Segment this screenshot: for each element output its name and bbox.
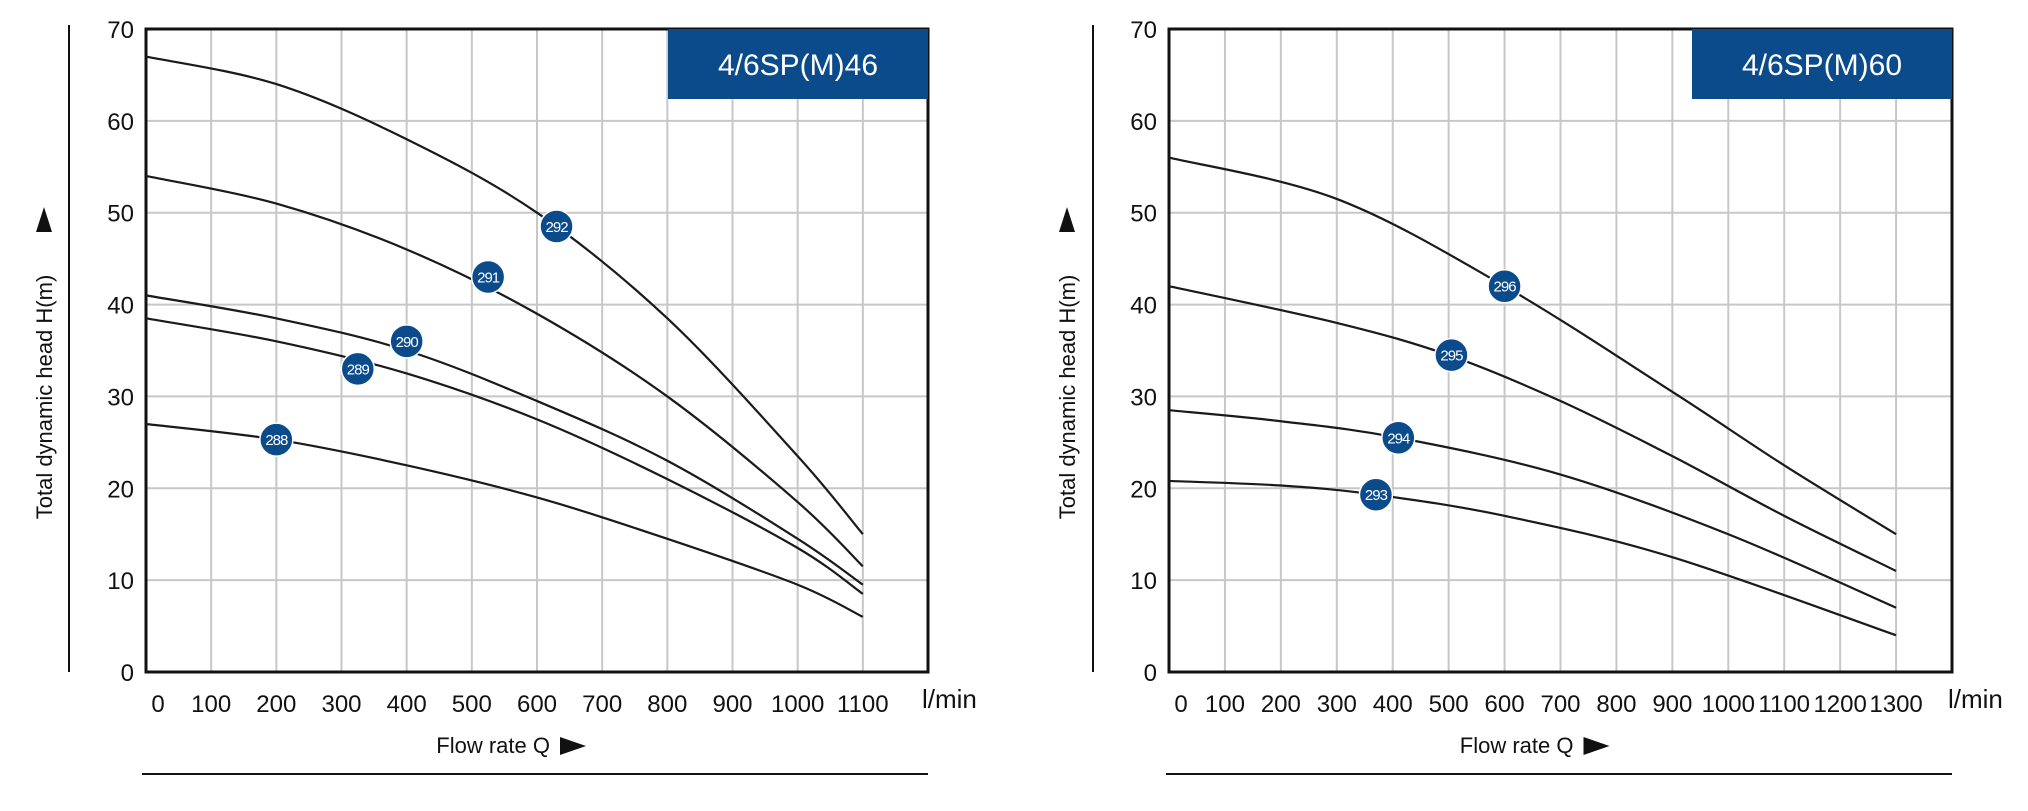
x-axis-label: Flow rate Q bbox=[436, 733, 550, 758]
y-tick-label: 20 bbox=[1130, 476, 1157, 503]
y-axis-arrow-icon bbox=[36, 207, 52, 232]
y-tick-label: 40 bbox=[1130, 293, 1157, 320]
y-tick-label: 20 bbox=[107, 476, 134, 503]
x-tick-label: 1100 bbox=[1758, 691, 1810, 718]
curve-badge-label: 295 bbox=[1440, 348, 1463, 365]
chart-title-box bbox=[1692, 29, 1952, 99]
x-tick-label: 900 bbox=[712, 691, 752, 718]
curve-295 bbox=[1168, 285, 1897, 572]
plot-frame bbox=[144, 27, 930, 674]
y-tick-label: 40 bbox=[107, 293, 134, 320]
curve-badge-288 bbox=[259, 422, 294, 457]
chart-title: 4/6SP(M)46 bbox=[718, 49, 878, 82]
curve-290 bbox=[145, 294, 864, 586]
curve-badge-label: 294 bbox=[1387, 430, 1410, 447]
y-tick-label: 60 bbox=[107, 109, 134, 136]
curve-294 bbox=[1168, 409, 1897, 609]
x-tick-label: 1200 bbox=[1813, 691, 1866, 718]
curve-badge-289 bbox=[340, 351, 376, 387]
chart-title: 4/6SP(M)60 bbox=[1742, 49, 1902, 82]
curve-badge-label: 288 bbox=[265, 432, 288, 449]
x-tick-label: 400 bbox=[1373, 691, 1413, 718]
x-tick-label: 500 bbox=[452, 691, 492, 718]
y-tick-label: 70 bbox=[107, 17, 134, 44]
x-tick-label: 0 bbox=[1174, 691, 1187, 718]
x-tick-label: 300 bbox=[321, 691, 361, 718]
x-tick-label: 100 bbox=[191, 691, 231, 718]
y-tick-label: 30 bbox=[1130, 384, 1157, 411]
x-axis-arrow-icon bbox=[560, 737, 586, 755]
curve-badge-291 bbox=[470, 259, 506, 295]
x-tick-label: 800 bbox=[1596, 691, 1636, 718]
curve-289 bbox=[145, 317, 864, 595]
x-tick-label: 400 bbox=[387, 691, 427, 718]
curve-badge-label: 290 bbox=[396, 334, 419, 351]
x-tick-label: 500 bbox=[1429, 691, 1469, 718]
curve-badge-296 bbox=[1487, 268, 1522, 304]
curve-badge-293 bbox=[1358, 477, 1394, 512]
x-tick-label: 100 bbox=[1205, 691, 1245, 718]
y-tick-label: 0 bbox=[121, 660, 134, 687]
y-tick-label: 70 bbox=[1130, 17, 1157, 44]
y-tick-label: 10 bbox=[1130, 568, 1157, 595]
x-axis-label: Flow rate Q bbox=[1460, 733, 1574, 758]
y-tick-label: 60 bbox=[1130, 109, 1157, 136]
x-unit-label: l/min bbox=[1948, 684, 2003, 714]
grid bbox=[1169, 29, 1952, 672]
curve-293 bbox=[1168, 479, 1897, 637]
curve-badge-label: 292 bbox=[546, 219, 569, 236]
plot-frame bbox=[1167, 27, 1954, 674]
x-tick-label: 200 bbox=[256, 691, 296, 718]
x-tick-label: 800 bbox=[647, 691, 687, 718]
curve-291 bbox=[145, 174, 864, 568]
x-tick-label: 600 bbox=[517, 691, 557, 718]
curve-288 bbox=[145, 422, 864, 618]
x-unit-label: l/min bbox=[922, 684, 977, 714]
curve-badge-294 bbox=[1381, 420, 1416, 456]
curve-badge-290 bbox=[389, 324, 424, 359]
curve-badge-label: 289 bbox=[347, 361, 370, 378]
y-tick-label: 0 bbox=[1144, 660, 1157, 687]
curve-badge-295 bbox=[1434, 337, 1469, 373]
x-tick-label: 200 bbox=[1261, 691, 1301, 718]
x-tick-label: 700 bbox=[1540, 691, 1580, 718]
x-tick-label: 1000 bbox=[1702, 691, 1755, 718]
x-tick-label: 600 bbox=[1485, 691, 1525, 718]
y-tick-label: 10 bbox=[107, 568, 134, 595]
grid bbox=[146, 29, 928, 672]
x-tick-label: 1100 bbox=[837, 691, 889, 718]
chart-title-box bbox=[668, 29, 928, 99]
y-tick-label: 30 bbox=[107, 384, 134, 411]
x-tick-label: 1300 bbox=[1869, 691, 1922, 718]
curve-badge-label: 293 bbox=[1365, 487, 1388, 504]
y-axis-label: Total dynamic head H(m) bbox=[1055, 275, 1080, 520]
x-tick-label: 0 bbox=[151, 691, 164, 718]
x-tick-label: 1000 bbox=[771, 691, 824, 718]
y-axis-arrow-icon bbox=[1059, 207, 1075, 232]
x-tick-label: 900 bbox=[1652, 691, 1692, 718]
x-tick-label: 700 bbox=[582, 691, 622, 718]
curve-badge-label: 296 bbox=[1494, 279, 1517, 296]
y-tick-label: 50 bbox=[1130, 201, 1157, 228]
y-axis-label: Total dynamic head H(m) bbox=[32, 275, 57, 520]
curve-296 bbox=[1168, 156, 1897, 536]
x-tick-label: 300 bbox=[1317, 691, 1357, 718]
x-axis-arrow-icon bbox=[1583, 737, 1610, 755]
y-tick-label: 50 bbox=[107, 201, 134, 228]
curve-badge-292 bbox=[539, 209, 574, 244]
curve-badge-label: 291 bbox=[477, 270, 500, 287]
curve-292 bbox=[145, 55, 864, 535]
